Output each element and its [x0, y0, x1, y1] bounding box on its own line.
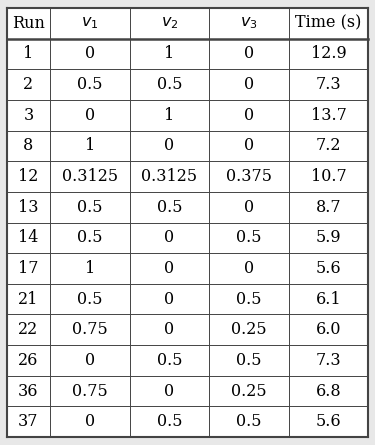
Text: 0.5: 0.5	[157, 413, 182, 430]
Text: 0.3125: 0.3125	[62, 168, 118, 185]
Text: 7.3: 7.3	[316, 352, 341, 369]
Text: 0: 0	[244, 260, 254, 277]
Text: 5.6: 5.6	[316, 260, 341, 277]
Bar	[7, 69, 368, 100]
Text: 0.5: 0.5	[236, 229, 262, 247]
Text: 7.3: 7.3	[316, 76, 341, 93]
Text: 0.5: 0.5	[77, 291, 103, 307]
Text: 0.5: 0.5	[77, 229, 103, 247]
Text: 0.5: 0.5	[157, 76, 182, 93]
Text: Time (s): Time (s)	[295, 15, 362, 32]
Text: 0: 0	[244, 76, 254, 93]
Text: 0.5: 0.5	[77, 198, 103, 216]
Text: 12: 12	[18, 168, 39, 185]
Text: 0: 0	[164, 321, 174, 338]
Bar	[7, 8, 368, 39]
Text: 0.75: 0.75	[72, 321, 108, 338]
Text: 3: 3	[23, 107, 34, 124]
Text: $v_{3}$: $v_{3}$	[240, 16, 258, 31]
Text: 10.7: 10.7	[310, 168, 346, 185]
Text: 1: 1	[85, 138, 95, 154]
Text: 37: 37	[18, 413, 39, 430]
Text: Run: Run	[12, 15, 45, 32]
Text: 17: 17	[18, 260, 39, 277]
Text: 21: 21	[18, 291, 39, 307]
Bar	[7, 222, 368, 253]
Text: 13.7: 13.7	[310, 107, 346, 124]
Text: 22: 22	[18, 321, 39, 338]
Text: 0: 0	[244, 45, 254, 62]
Text: 12.9: 12.9	[310, 45, 346, 62]
Text: 0: 0	[164, 260, 174, 277]
Text: 0: 0	[244, 138, 254, 154]
Text: 1: 1	[23, 45, 34, 62]
Text: 8: 8	[23, 138, 34, 154]
Text: 0: 0	[85, 413, 95, 430]
Text: 0.5: 0.5	[77, 76, 103, 93]
Text: 0.5: 0.5	[157, 198, 182, 216]
Bar	[7, 315, 368, 345]
Text: 5.6: 5.6	[316, 413, 341, 430]
Text: 5.9: 5.9	[316, 229, 341, 247]
Text: 6.1: 6.1	[316, 291, 341, 307]
Text: 6.0: 6.0	[316, 321, 341, 338]
Text: 0: 0	[85, 352, 95, 369]
Text: 36: 36	[18, 383, 39, 400]
Text: 0.25: 0.25	[231, 383, 267, 400]
Text: 0.375: 0.375	[226, 168, 272, 185]
Text: 0: 0	[85, 107, 95, 124]
Text: 0: 0	[244, 107, 254, 124]
Text: 1: 1	[164, 107, 174, 124]
Text: 0: 0	[164, 229, 174, 247]
Text: 6.8: 6.8	[316, 383, 341, 400]
Bar	[7, 130, 368, 161]
Text: 1: 1	[164, 45, 174, 62]
Text: 0: 0	[164, 138, 174, 154]
Text: 26: 26	[18, 352, 39, 369]
Text: 1: 1	[85, 260, 95, 277]
Bar	[7, 39, 368, 69]
Text: 0.25: 0.25	[231, 321, 267, 338]
Bar	[7, 100, 368, 130]
Text: 0: 0	[164, 291, 174, 307]
Text: 0: 0	[164, 383, 174, 400]
Text: $v_{1}$: $v_{1}$	[81, 16, 99, 31]
Text: $v_{2}$: $v_{2}$	[161, 16, 178, 31]
Text: 7.2: 7.2	[316, 138, 341, 154]
Text: 13: 13	[18, 198, 39, 216]
Bar	[7, 161, 368, 192]
Text: 2: 2	[23, 76, 33, 93]
Text: 0.5: 0.5	[236, 291, 262, 307]
Text: 0.5: 0.5	[157, 352, 182, 369]
Text: 14: 14	[18, 229, 39, 247]
Text: 0.5: 0.5	[236, 352, 262, 369]
Bar	[7, 406, 368, 437]
Text: 0.3125: 0.3125	[141, 168, 198, 185]
Bar	[7, 253, 368, 284]
Text: 0.5: 0.5	[236, 413, 262, 430]
Bar	[7, 284, 368, 315]
Text: 0: 0	[85, 45, 95, 62]
Text: 0.75: 0.75	[72, 383, 108, 400]
Bar	[7, 376, 368, 406]
Text: 0: 0	[244, 198, 254, 216]
Bar	[7, 345, 368, 376]
Bar	[7, 192, 368, 222]
Text: 8.7: 8.7	[316, 198, 341, 216]
